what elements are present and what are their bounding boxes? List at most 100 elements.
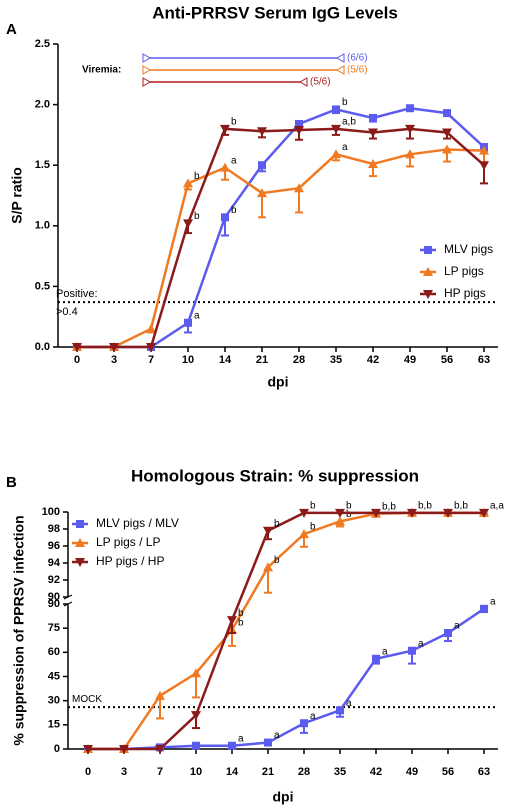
viremia-count: (5/6): [310, 77, 331, 88]
x-tick-label: 56: [441, 354, 453, 366]
legend-label: MLV pigs / MLV: [96, 516, 179, 530]
point: [332, 105, 340, 114]
legend-label: MLV pigs: [444, 242, 493, 256]
point: [368, 128, 378, 138]
point: [336, 706, 344, 715]
point: [183, 219, 193, 229]
x-tick-label: 21: [262, 766, 274, 778]
viremia-arrow: [298, 77, 308, 87]
y-tick-label: 30: [48, 695, 60, 707]
point: [191, 668, 201, 678]
point: [183, 178, 193, 188]
point: [408, 646, 416, 655]
point: [405, 124, 415, 134]
x-tick-label: 14: [226, 766, 239, 778]
point: [228, 741, 236, 750]
point-label: b,b: [418, 500, 432, 511]
point: [220, 162, 230, 172]
y-tick-label: 1.0: [35, 220, 50, 232]
point: [479, 145, 489, 155]
y-tick-label: 0: [54, 743, 60, 755]
point: [405, 149, 415, 159]
series-line: [77, 106, 485, 349]
point: [263, 562, 273, 572]
point-label: b: [231, 116, 237, 127]
point: [423, 290, 433, 299]
y-tick-label: 90: [48, 598, 60, 610]
viremia-arrow: [142, 65, 152, 75]
series-line: [77, 127, 485, 349]
viremia-arrow: [142, 53, 152, 63]
point-label: b: [346, 509, 352, 520]
y-tick-label: 1.5: [35, 159, 50, 171]
series-line: [88, 607, 485, 751]
legend-label: LP pigs / LP: [96, 535, 161, 549]
point: [76, 520, 84, 528]
x-tick-label: 35: [334, 766, 346, 778]
x-axis-label: dpi: [268, 374, 289, 390]
x-tick-label: 7: [148, 354, 154, 366]
point-label: b,b: [382, 501, 396, 512]
x-tick-label: 10: [190, 766, 202, 778]
x-tick-label: 42: [370, 766, 382, 778]
legend-label: HP pigs / HP: [96, 554, 164, 568]
point-label: b: [346, 500, 352, 511]
point: [299, 508, 309, 518]
point-label: b: [274, 518, 280, 529]
x-tick-label: 49: [404, 354, 416, 366]
point: [368, 158, 378, 168]
point: [257, 127, 267, 137]
point-label: a: [342, 142, 348, 153]
point: [75, 538, 85, 547]
viremia-count: (5/6): [347, 65, 368, 76]
point: [300, 719, 308, 728]
y-tick-label: 2.5: [35, 38, 50, 50]
y-tick-label: 0.0: [35, 341, 50, 353]
x-tick-label: 3: [111, 354, 117, 366]
y-tick-label: 45: [48, 670, 60, 682]
point: [72, 343, 82, 352]
point: [371, 508, 381, 518]
legend-label: LP pigs: [444, 264, 484, 278]
y-tick-label: 2.0: [35, 99, 50, 111]
x-tick-label: 0: [85, 766, 91, 778]
y-tick-label: 90: [48, 591, 60, 603]
x-tick-label: 49: [406, 766, 418, 778]
point-label: b: [274, 555, 280, 566]
point: [257, 188, 267, 198]
point-label: a: [346, 698, 352, 709]
panel-label: A: [6, 21, 17, 38]
x-tick-label: 56: [442, 766, 454, 778]
point: [146, 343, 156, 352]
point: [83, 745, 93, 754]
point-label: a: [231, 155, 237, 166]
point: [155, 745, 165, 754]
point-label: b: [194, 211, 200, 222]
threshold-label: >0.4: [56, 306, 78, 318]
point-label: b,b: [454, 500, 468, 511]
point-label: a,b: [342, 116, 356, 127]
point: [335, 516, 345, 526]
y-tick-label: 96: [48, 540, 60, 552]
y-tick-label: 92: [48, 574, 60, 586]
y-tick-label: 15: [48, 719, 60, 731]
point: [369, 113, 377, 122]
point-label: b: [194, 171, 200, 182]
x-tick-label: 42: [367, 354, 379, 366]
x-tick-label: 28: [293, 354, 305, 366]
viremia-arrow: [335, 65, 345, 75]
point: [480, 604, 488, 613]
point-label: a: [194, 310, 200, 321]
x-tick-label: 3: [121, 766, 127, 778]
chart-title: Anti-PRRSV Serum IgG Levels: [152, 3, 398, 22]
point: [155, 690, 165, 700]
point-label: a: [274, 730, 280, 741]
point-label: a: [454, 621, 460, 632]
point: [407, 508, 417, 518]
point-label: b: [238, 608, 244, 619]
x-tick-label: 63: [478, 354, 490, 366]
series-line: [77, 148, 485, 349]
x-axis-label: dpi: [273, 789, 294, 805]
x-tick-label: 21: [256, 354, 268, 366]
